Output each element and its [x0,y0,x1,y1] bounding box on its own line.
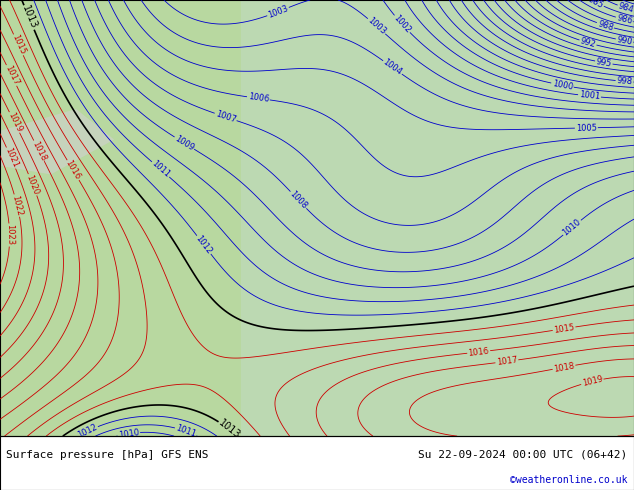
Text: 1018: 1018 [553,361,575,373]
Text: 984: 984 [617,1,634,15]
Text: 1003: 1003 [266,4,290,20]
Text: 1012: 1012 [194,234,214,256]
Polygon shape [0,109,114,174]
Text: Su 22-09-2024 00:00 UTC (06+42): Su 22-09-2024 00:00 UTC (06+42) [418,450,628,460]
Text: 1006: 1006 [247,93,269,104]
Text: 985: 985 [586,0,605,10]
Text: 1013: 1013 [20,4,39,31]
Text: 1000: 1000 [552,79,574,92]
Text: Surface pressure [hPa] GFS ENS: Surface pressure [hPa] GFS ENS [6,450,209,460]
Text: 1008: 1008 [288,189,309,211]
Text: 1020: 1020 [25,173,41,196]
Text: 1010: 1010 [561,218,583,238]
Text: 1004: 1004 [381,58,404,77]
Text: 998: 998 [616,76,633,87]
Text: 1002: 1002 [392,13,412,35]
Text: 1003: 1003 [366,16,387,37]
Text: 1012: 1012 [76,423,99,440]
Text: 1007: 1007 [214,109,237,124]
Text: 1017: 1017 [496,356,518,367]
Text: 1018: 1018 [30,139,48,162]
Text: 995: 995 [595,57,612,69]
Text: 1015: 1015 [553,322,575,335]
Bar [241,0,634,436]
Text: 1021: 1021 [3,147,20,170]
Text: ©weatheronline.co.uk: ©weatheronline.co.uk [510,475,628,485]
Text: 1022: 1022 [10,194,24,217]
Text: 1019: 1019 [6,111,23,134]
Text: 1009: 1009 [173,134,196,152]
Text: 1005: 1005 [576,123,597,133]
Text: 1010: 1010 [118,428,139,440]
Text: 992: 992 [579,36,597,49]
Text: 1016: 1016 [64,159,82,181]
Text: 988: 988 [597,19,614,32]
Text: 1001: 1001 [579,91,600,101]
Text: 1011: 1011 [174,423,197,439]
Text: 1019: 1019 [581,375,604,388]
Text: 1017: 1017 [3,64,20,87]
Text: 990: 990 [616,35,633,47]
Text: 1016: 1016 [468,346,489,358]
Text: 986: 986 [616,13,633,26]
Text: 1011: 1011 [150,159,171,180]
Text: 1023: 1023 [5,224,15,245]
Text: 1013: 1013 [217,418,242,441]
Text: 1015: 1015 [10,33,27,56]
